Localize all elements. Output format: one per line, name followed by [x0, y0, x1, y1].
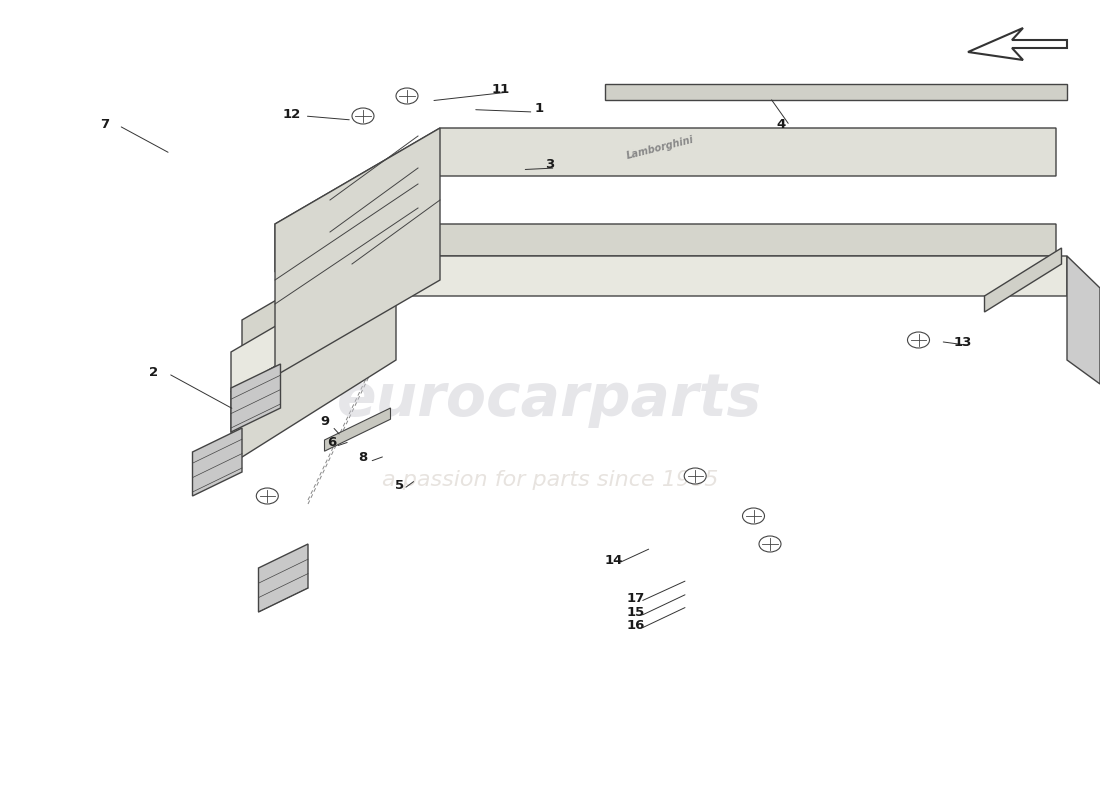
Text: 7: 7 — [100, 118, 109, 130]
Text: 16: 16 — [627, 619, 645, 632]
Polygon shape — [231, 256, 1067, 392]
Circle shape — [742, 508, 764, 524]
Polygon shape — [231, 364, 280, 432]
Text: 12: 12 — [283, 108, 300, 121]
Polygon shape — [275, 128, 1056, 272]
Text: 4: 4 — [777, 118, 785, 130]
Circle shape — [396, 88, 418, 104]
Circle shape — [759, 536, 781, 552]
Polygon shape — [1067, 256, 1100, 384]
Polygon shape — [984, 248, 1062, 312]
Text: 11: 11 — [492, 83, 509, 96]
Text: 9: 9 — [320, 415, 329, 428]
Text: a passion for parts since 1985: a passion for parts since 1985 — [382, 470, 718, 490]
Text: 17: 17 — [627, 592, 645, 605]
Circle shape — [256, 488, 278, 504]
Circle shape — [908, 332, 930, 348]
Text: 13: 13 — [954, 336, 971, 349]
Polygon shape — [968, 28, 1067, 60]
Text: 1: 1 — [535, 102, 543, 114]
Polygon shape — [258, 544, 308, 612]
Polygon shape — [605, 84, 1067, 100]
Polygon shape — [324, 408, 390, 451]
Polygon shape — [192, 428, 242, 496]
Text: 6: 6 — [328, 436, 337, 449]
Text: 5: 5 — [395, 479, 404, 492]
Circle shape — [684, 468, 706, 484]
Text: eurocarparts: eurocarparts — [338, 371, 762, 429]
Text: 3: 3 — [546, 158, 554, 170]
Polygon shape — [275, 128, 440, 376]
Circle shape — [352, 108, 374, 124]
Text: 14: 14 — [605, 554, 623, 566]
Text: Lamborghini: Lamborghini — [625, 134, 695, 162]
Polygon shape — [242, 224, 1056, 352]
Polygon shape — [231, 296, 396, 464]
Text: 15: 15 — [627, 606, 645, 618]
Text: 8: 8 — [359, 451, 367, 464]
Text: 2: 2 — [150, 366, 158, 378]
